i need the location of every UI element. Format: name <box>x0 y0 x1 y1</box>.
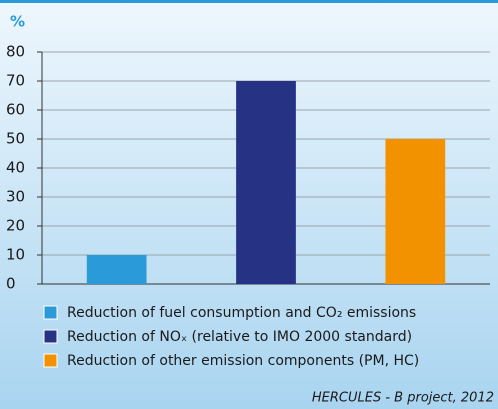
bar <box>236 81 296 284</box>
y-tick-label: 0 <box>6 275 16 293</box>
y-tick-label: 80 <box>6 43 25 61</box>
bar <box>86 255 147 284</box>
legend-swatch <box>43 353 58 368</box>
legend-swatch <box>43 329 58 344</box>
y-tick-label: 40 <box>6 159 25 177</box>
y-tick-label: 30 <box>6 188 25 206</box>
source: HERCULES - B project, 2012 <box>312 391 494 406</box>
bar <box>385 139 446 284</box>
legend-swatch <box>43 305 58 320</box>
legend-label: Reduction of fuel consumption and CO₂ em… <box>67 305 416 321</box>
y-tick-label: 10 <box>6 246 25 264</box>
y-tick-label: 60 <box>6 101 25 119</box>
legend-label: Reduction of NOₓ (relative to IMO 2000 s… <box>67 329 412 345</box>
y-tick-label: 70 <box>6 72 25 90</box>
y-tick-label: 50 <box>6 130 25 148</box>
y-tick-label: 20 <box>6 217 25 235</box>
y-axis-label: % <box>10 13 25 31</box>
top-border <box>0 0 498 3</box>
legend-label: Reduction of other emission components (… <box>67 353 419 369</box>
